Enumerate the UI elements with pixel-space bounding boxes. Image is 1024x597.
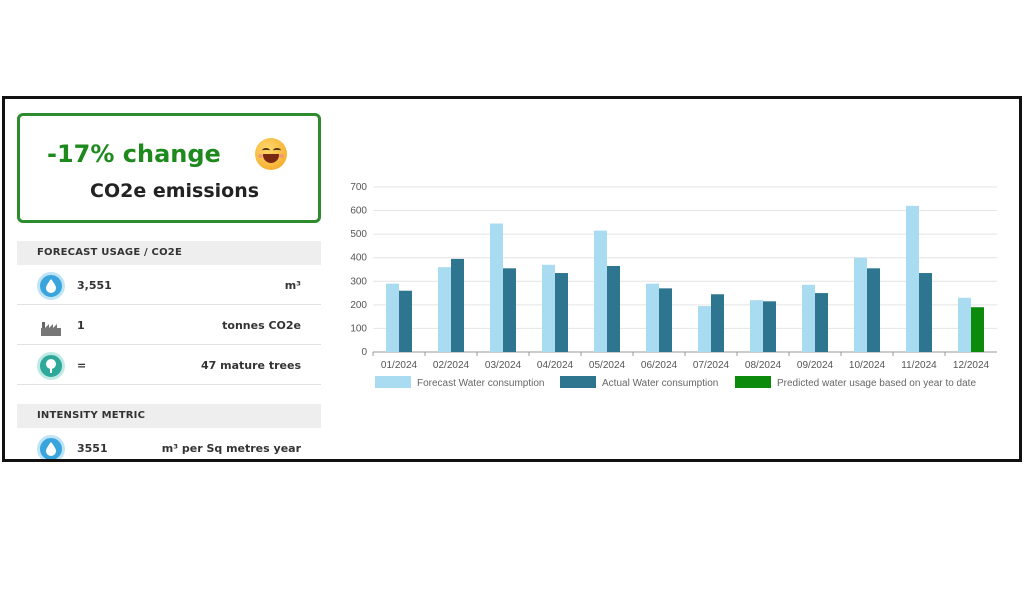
y-tick-label: 600 xyxy=(350,206,367,217)
bar-forecast-water-consumption-01-2024[interactable] xyxy=(386,283,399,352)
legend-label[interactable]: Actual Water consumption xyxy=(602,378,718,389)
bar-forecast-water-consumption-10-2024[interactable] xyxy=(854,257,867,352)
water-drop-icon xyxy=(37,272,65,300)
forecast-trees-value: = xyxy=(77,359,87,372)
bar-actual-water-consumption-08-2024[interactable] xyxy=(763,301,776,352)
intensity-unit: m³ per Sq metres year xyxy=(161,442,301,455)
legend-label[interactable]: Predicted water usage based on year to d… xyxy=(777,378,976,389)
intensity-row-water: 3551 m³ per Sq metres year xyxy=(17,428,321,459)
y-tick-label: 700 xyxy=(350,182,367,193)
forecast-water-value: 3,551 xyxy=(77,279,112,292)
bar-actual-water-consumption-06-2024[interactable] xyxy=(659,288,672,352)
intensity-section-header: INTENSITY METRIC xyxy=(17,404,321,428)
x-tick-label: 05/2024 xyxy=(589,360,626,371)
bar-forecast-water-consumption-04-2024[interactable] xyxy=(542,264,555,352)
bar-actual-water-consumption-05-2024[interactable] xyxy=(607,265,620,352)
bar-forecast-water-consumption-03-2024[interactable] xyxy=(490,223,503,352)
legend-swatch[interactable] xyxy=(560,376,596,388)
bar-actual-water-consumption-09-2024[interactable] xyxy=(815,293,828,352)
x-tick-label: 07/2024 xyxy=(693,360,730,371)
bar-actual-water-consumption-03-2024[interactable] xyxy=(503,268,516,352)
bar-forecast-water-consumption-02-2024[interactable] xyxy=(438,267,451,352)
forecast-co2e-unit: tonnes CO2e xyxy=(222,319,301,332)
intensity-value: 3551 xyxy=(77,442,108,455)
bar-actual-water-consumption-11-2024[interactable] xyxy=(919,273,932,352)
bar-actual-water-consumption-07-2024[interactable] xyxy=(711,294,724,352)
bar-forecast-water-consumption-05-2024[interactable] xyxy=(594,230,607,352)
legend-label[interactable]: Forecast Water consumption xyxy=(417,378,544,389)
bar-actual-water-consumption-01-2024[interactable] xyxy=(399,290,412,352)
legend-swatch[interactable] xyxy=(735,376,771,388)
forecast-water-unit: m³ xyxy=(284,279,301,292)
y-tick-label: 0 xyxy=(361,347,367,358)
change-title: -17% change xyxy=(47,140,221,168)
forecast-row-water: 3,551 m³ xyxy=(17,265,321,305)
bar-forecast-water-consumption-08-2024[interactable] xyxy=(750,300,763,352)
y-tick-label: 100 xyxy=(350,323,367,334)
bar-forecast-water-consumption-06-2024[interactable] xyxy=(646,283,659,352)
bar-forecast-water-consumption-12-2024[interactable] xyxy=(958,297,971,352)
x-tick-label: 03/2024 xyxy=(485,360,522,371)
bar-forecast-water-consumption-09-2024[interactable] xyxy=(802,284,815,352)
forecast-row-trees: = 47 mature trees xyxy=(17,345,321,385)
bar-actual-water-consumption-04-2024[interactable] xyxy=(555,273,568,352)
x-tick-label: 09/2024 xyxy=(797,360,834,371)
x-tick-label: 04/2024 xyxy=(537,360,574,371)
x-tick-label: 08/2024 xyxy=(745,360,782,371)
change-subtitle: CO2e emissions xyxy=(90,180,260,202)
x-tick-label: 02/2024 xyxy=(433,360,470,371)
water-drop-icon xyxy=(37,435,65,459)
dashboard-panel: -17% change CO2e emissions FORECAST USAG… xyxy=(2,96,1022,462)
forecast-row-co2e: 1 tonnes CO2e xyxy=(17,305,321,345)
bar-forecast-water-consumption-07-2024[interactable] xyxy=(698,306,711,352)
x-tick-label: 11/2024 xyxy=(901,360,937,371)
change-card: -17% change CO2e emissions xyxy=(17,113,321,223)
y-tick-label: 400 xyxy=(350,253,367,264)
water-consumption-chart: 0 100 200 300 400 500 600 700 01/2024 02/2024 03/2… xyxy=(350,182,997,389)
bar-actual-water-consumption-10-2024[interactable] xyxy=(867,268,880,352)
grinning-face-icon xyxy=(255,138,287,170)
bar-forecast-water-consumption-11-2024[interactable] xyxy=(906,205,919,352)
y-tick-label: 500 xyxy=(350,229,367,240)
bar-predicted-water-usage-based-on-year-to-date-12-2024[interactable] xyxy=(971,307,984,352)
x-tick-label: 01/2024 xyxy=(381,360,418,371)
factory-icon xyxy=(37,312,65,340)
forecast-trees-unit: 47 mature trees xyxy=(201,359,301,372)
forecast-co2e-value: 1 xyxy=(77,319,85,332)
y-tick-label: 300 xyxy=(350,276,367,287)
bar-actual-water-consumption-02-2024[interactable] xyxy=(451,258,464,352)
y-tick-label: 200 xyxy=(350,300,367,311)
legend-swatch[interactable] xyxy=(375,376,411,388)
tree-icon xyxy=(37,352,65,380)
x-tick-label: 10/2024 xyxy=(849,360,886,371)
forecast-section-header: FORECAST USAGE / CO2E xyxy=(17,241,321,265)
x-tick-label: 06/2024 xyxy=(641,360,678,371)
x-tick-label: 12/2024 xyxy=(953,360,990,371)
